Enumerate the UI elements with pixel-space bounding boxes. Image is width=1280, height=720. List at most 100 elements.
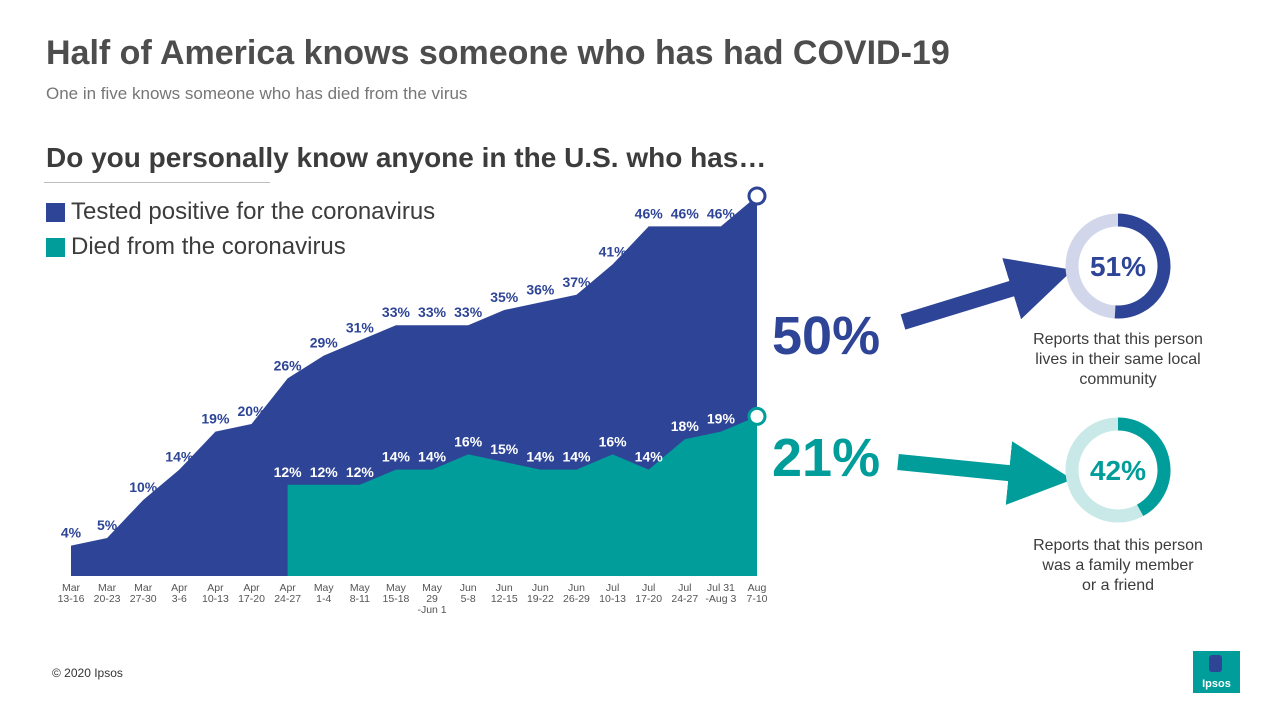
- x-tick-label: May: [350, 582, 371, 594]
- x-tick-label: 1-4: [316, 593, 331, 605]
- data-label: 4%: [61, 525, 82, 541]
- data-label: 19%: [707, 411, 736, 427]
- data-label: 31%: [346, 319, 375, 335]
- x-tick-label: Jul: [606, 582, 619, 594]
- data-label: 16%: [454, 433, 483, 449]
- x-tick-label: 19-22: [527, 593, 554, 605]
- x-tick-label: Apr: [279, 582, 296, 594]
- local-community-donut-value: 51%: [1090, 251, 1146, 282]
- x-tick-label: Mar: [134, 582, 153, 594]
- ipsos-logo-text: Ipsos: [1202, 678, 1231, 690]
- local-community-donut-arc: [1114, 213, 1171, 319]
- x-tick-label: 17-20: [238, 593, 265, 605]
- x-tick-label: Jun: [460, 582, 477, 594]
- x-tick-label: May: [386, 582, 407, 594]
- x-tick-label: Apr: [171, 582, 188, 594]
- data-label: 36%: [526, 281, 555, 297]
- data-label: 12%: [310, 464, 339, 480]
- x-tick-label: Jul: [642, 582, 655, 594]
- data-label: 19%: [201, 411, 230, 427]
- died-arrow: [897, 441, 1073, 505]
- x-tick-label: Jul: [678, 582, 691, 594]
- x-tick-label: Jul 31: [707, 582, 735, 594]
- x-tick-label: Mar: [98, 582, 117, 594]
- local-community-description: Reports that this person lives in their …: [998, 330, 1238, 390]
- x-tick-label: 7-10: [746, 593, 767, 605]
- x-tick-label: 27-30: [130, 593, 157, 605]
- x-tick-label: Aug: [748, 582, 767, 594]
- data-label: 18%: [671, 418, 700, 434]
- page-subtitle: One in five knows someone who has died f…: [46, 84, 468, 103]
- data-label: 12%: [346, 464, 375, 480]
- positive-latest-value: 50%: [772, 306, 880, 366]
- x-tick-label: 20-23: [94, 593, 121, 605]
- local-description-line: Reports that this person: [1033, 331, 1203, 348]
- x-tick-label: 10-13: [599, 593, 626, 605]
- x-tick-label: 24-27: [274, 593, 301, 605]
- data-label: 15%: [490, 441, 519, 457]
- endpoint-marker-positive: [747, 186, 767, 206]
- x-tick-label: -Aug 3: [705, 593, 736, 605]
- legend-swatch-positive: [46, 202, 65, 222]
- data-label: 33%: [382, 304, 411, 320]
- x-tick-label: 15-18: [383, 593, 410, 605]
- copyright-text: © 2020 Ipsos: [52, 666, 123, 680]
- question-divider: [44, 182, 270, 183]
- data-label: 46%: [671, 205, 700, 221]
- positive-arrow: [900, 258, 1073, 330]
- x-tick-label: 17-20: [635, 593, 662, 605]
- x-tick-label: 8-11: [350, 593, 370, 605]
- x-tick-label: 24-27: [671, 593, 698, 605]
- x-tick-label: 26-29: [563, 593, 590, 605]
- data-label: 5%: [97, 517, 118, 533]
- legend-label-died: Died from the coronavirus: [71, 233, 346, 260]
- ipsos-logo-mark: [1209, 655, 1222, 672]
- x-tick-label: 5-8: [461, 593, 476, 605]
- data-label: 26%: [274, 357, 303, 373]
- family-friend-donut-arc: [1117, 417, 1171, 517]
- data-label: 41%: [599, 243, 628, 259]
- x-tick-label: 13-16: [58, 593, 85, 605]
- x-tick-label: Jun: [568, 582, 585, 594]
- x-tick-label: 12-15: [491, 593, 518, 605]
- x-tick-label: 3-6: [172, 593, 187, 605]
- data-label: 16%: [599, 433, 628, 449]
- family-description-line: was a family member: [1042, 557, 1194, 574]
- x-tick-label: -Jun 1: [417, 604, 446, 616]
- data-label: 14%: [562, 449, 591, 465]
- data-label: 12%: [274, 464, 303, 480]
- legend-item-positive: Tested positive for the coronavirus: [46, 198, 435, 226]
- endpoint-marker-died: [747, 406, 767, 426]
- family-friend-donut-value: 42%: [1090, 455, 1146, 486]
- x-tick-label: May: [422, 582, 443, 594]
- data-label: 37%: [562, 274, 591, 290]
- data-label: 20%: [238, 403, 267, 419]
- data-label: 14%: [635, 449, 664, 465]
- died-latest-value: 21%: [772, 428, 880, 488]
- family-friend-description: Reports that this person was a family me…: [998, 536, 1238, 596]
- family-description-line: or a friend: [1081, 577, 1155, 594]
- legend-item-died: Died from the coronavirus: [46, 233, 346, 261]
- x-tick-label: Jun: [496, 582, 513, 594]
- legend-swatch-died: [46, 237, 65, 257]
- local-description-line: lives in their same local: [1035, 351, 1201, 368]
- data-label: 33%: [454, 304, 483, 320]
- ipsos-logo: Ipsos: [1193, 651, 1240, 693]
- x-tick-label: May: [314, 582, 335, 594]
- data-label: 14%: [526, 449, 555, 465]
- x-tick-label: Apr: [243, 582, 260, 594]
- x-tick-label: 10-13: [202, 593, 229, 605]
- x-tick-label: Jun: [532, 582, 549, 594]
- legend-label-positive: Tested positive for the coronavirus: [71, 198, 436, 225]
- page-title: Half of America knows someone who has ha…: [46, 34, 950, 72]
- data-label: 35%: [490, 289, 519, 305]
- data-label: 14%: [165, 449, 194, 465]
- x-tick-label: 29: [426, 593, 438, 605]
- data-label: 46%: [635, 205, 664, 221]
- data-label: 33%: [418, 304, 447, 320]
- data-label: 14%: [382, 449, 411, 465]
- x-tick-label: Mar: [62, 582, 81, 594]
- family-description-line: Reports that this person: [1033, 537, 1203, 554]
- series-area-died: [287, 416, 757, 576]
